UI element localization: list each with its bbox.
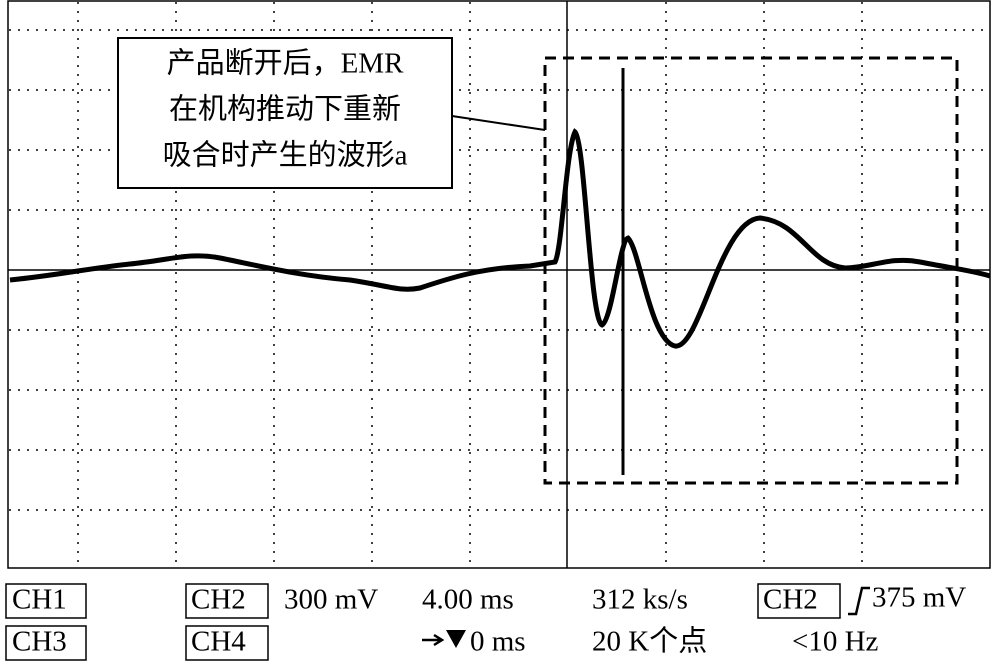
channel-label: CH2 — [191, 584, 246, 616]
waveform — [9, 128, 991, 349]
channel-label: CH4 — [191, 626, 246, 658]
screen-border — [7, 0, 991, 569]
arrow-icon — [422, 633, 445, 647]
channel-label: CH1 — [12, 584, 67, 616]
status-bar: CH1 CH2 300 mV 4.00 ms 312 ks/s CH2 375 … — [5, 582, 966, 661]
frequency: <10 Hz — [792, 626, 879, 658]
annotation-leader — [451, 115, 546, 131]
label-box — [5, 625, 87, 661]
label-box — [757, 583, 841, 619]
trigger-position: 0 ms — [470, 626, 526, 658]
annotation-line: 产品断开后，EMR — [167, 47, 405, 80]
record-length: 20 K个点 — [592, 625, 707, 658]
label-box — [185, 625, 269, 661]
rising-edge-icon — [848, 586, 870, 616]
label-box — [185, 583, 269, 619]
sample-rate: 312 ks/s — [592, 584, 688, 616]
trigger-marker-icon — [446, 630, 466, 648]
annotation-box — [117, 37, 453, 189]
trigger-level: 375 mV — [872, 582, 966, 614]
annotation-line: 在机构推动下重新 — [169, 93, 401, 126]
annotation-line: 吸合时产生的波形a — [163, 139, 408, 172]
label-box — [5, 583, 87, 619]
highlight-box — [543, 56, 959, 485]
channel-scale: 300 mV — [284, 584, 378, 616]
trigger-source: CH2 — [763, 584, 818, 616]
timebase: 4.00 ms — [422, 584, 514, 616]
channel-label: CH3 — [12, 626, 67, 658]
